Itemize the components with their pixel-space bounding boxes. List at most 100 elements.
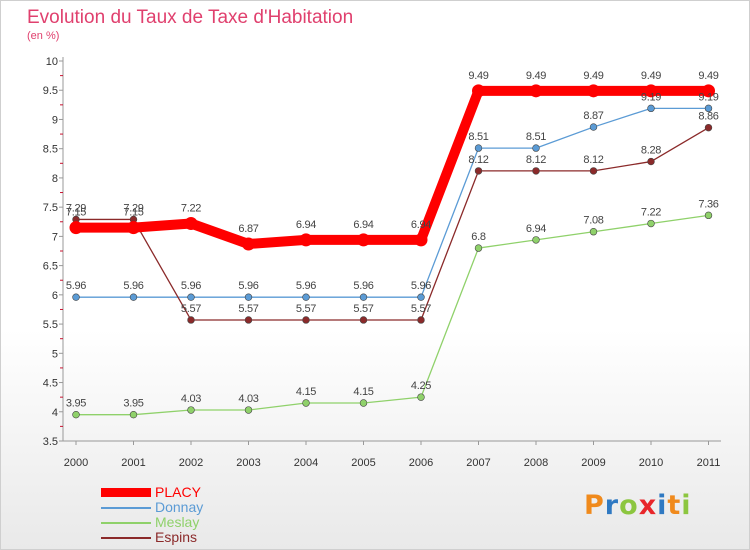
data-label-donnay: 5.96 <box>296 280 316 292</box>
y-tick-label: 6 <box>52 290 58 302</box>
point-donnay <box>302 293 310 301</box>
point-placy <box>69 221 83 235</box>
point-meslay <box>704 211 713 220</box>
data-label-donnay: 8.51 <box>468 131 488 143</box>
point-meslay <box>187 406 195 414</box>
data-label-espins: 8.12 <box>526 154 546 166</box>
point-placy <box>414 233 428 247</box>
y-tick-label: 9 <box>52 114 58 126</box>
legend-swatch-placy <box>101 488 151 497</box>
y-tick-label: 4 <box>52 407 58 419</box>
data-label-espins: 7.29 <box>123 202 143 214</box>
data-label-espins: 5.57 <box>238 303 258 315</box>
data-label-espins: 7.29 <box>66 202 86 214</box>
x-tick-label: 2001 <box>121 457 145 469</box>
data-label-placy: 9.49 <box>641 70 661 82</box>
data-label-espins: 5.57 <box>181 303 201 315</box>
data-label-donnay: 5.96 <box>238 280 258 292</box>
point-placy <box>529 84 543 98</box>
data-label-donnay: 8.51 <box>526 131 546 143</box>
data-label-espins: 5.57 <box>411 303 431 315</box>
data-label-meslay: 6.94 <box>526 223 546 235</box>
data-label-donnay: 5.96 <box>66 280 86 292</box>
point-donnay <box>417 293 425 301</box>
y-tick-label: 6.5 <box>43 261 58 273</box>
data-label-donnay: 5.96 <box>411 280 431 292</box>
data-label-donnay: 9.19 <box>641 91 661 103</box>
logo-letter: i <box>681 490 692 521</box>
data-label-donnay: 8.87 <box>583 110 603 122</box>
data-label-meslay: 4.03 <box>238 393 258 405</box>
data-label-donnay: 5.96 <box>353 280 373 292</box>
point-meslay <box>302 399 310 407</box>
data-label-placy: 9.49 <box>526 70 546 82</box>
data-label-donnay: 5.96 <box>123 280 143 292</box>
legend-swatch-espins <box>101 537 151 539</box>
point-placy <box>357 233 370 247</box>
point-donnay <box>129 293 138 301</box>
point-espins <box>704 123 713 132</box>
y-tick-label: 4.5 <box>43 378 58 390</box>
data-label-placy: 7.15 <box>66 207 86 219</box>
logo-letter: x <box>638 490 658 521</box>
point-espins <box>589 167 598 175</box>
data-label-espins: 5.57 <box>296 303 316 315</box>
point-placy <box>299 233 313 247</box>
data-label-meslay: 4.25 <box>411 380 431 392</box>
y-tick-label: 5.5 <box>43 319 58 331</box>
point-espins <box>244 316 253 324</box>
data-label-placy: 7.15 <box>123 207 143 219</box>
y-tick-label: 7.5 <box>43 202 58 214</box>
legend-swatch-donnay <box>101 507 151 509</box>
data-label-meslay: 4.15 <box>353 386 373 398</box>
chart-title: Evolution du Taux de Taxe d'Habitation <box>27 7 354 28</box>
point-donnay <box>187 293 195 301</box>
data-label-espins: 8.28 <box>641 145 661 157</box>
point-meslay <box>244 406 253 414</box>
y-tick-label: 7 <box>52 231 58 243</box>
data-label-meslay: 6.8 <box>471 231 486 243</box>
logo-letter: t <box>667 490 682 521</box>
point-placy <box>184 217 198 231</box>
point-donnay <box>704 104 713 113</box>
point-donnay <box>244 293 253 301</box>
point-placy <box>472 84 485 98</box>
y-tick-label: 8 <box>52 173 58 185</box>
legend-label-meslay: Meslay <box>155 514 200 530</box>
point-donnay <box>359 293 368 301</box>
x-tick-label: 2011 <box>697 457 721 469</box>
data-label-meslay: 3.95 <box>123 398 143 410</box>
legend-label-placy: PLACY <box>155 484 201 500</box>
series-line-donnay <box>75 107 710 298</box>
data-label-espins: 5.57 <box>353 303 373 315</box>
point-donnay <box>474 144 483 152</box>
data-label-espins: 8.12 <box>583 154 603 166</box>
data-label-placy: 9.49 <box>583 70 603 82</box>
point-placy <box>242 237 255 251</box>
series-line-meslay <box>75 214 710 416</box>
chart-subtitle: (en %) <box>27 30 60 42</box>
point-meslay <box>359 399 368 407</box>
point-meslay <box>532 236 540 244</box>
data-label-placy: 6.94 <box>296 219 316 231</box>
point-donnay <box>72 293 80 301</box>
point-placy <box>587 84 600 98</box>
x-tick-label: 2003 <box>236 457 260 469</box>
data-label-placy: 6.87 <box>238 223 258 235</box>
point-espins <box>302 316 310 324</box>
legend-label-espins: Espins <box>155 529 198 545</box>
data-label-meslay: 7.36 <box>698 198 718 210</box>
point-meslay <box>129 410 138 419</box>
logo-letter: i <box>657 490 668 521</box>
point-meslay <box>647 219 655 228</box>
point-donnay <box>532 144 540 152</box>
point-espins <box>187 316 195 324</box>
point-meslay <box>474 244 483 252</box>
series-line-placy <box>71 85 714 249</box>
x-tick-label: 2010 <box>639 457 663 469</box>
data-label-placy: 9.49 <box>698 70 718 82</box>
point-espins <box>359 316 368 324</box>
point-meslay <box>72 410 80 419</box>
point-donnay <box>647 104 655 113</box>
